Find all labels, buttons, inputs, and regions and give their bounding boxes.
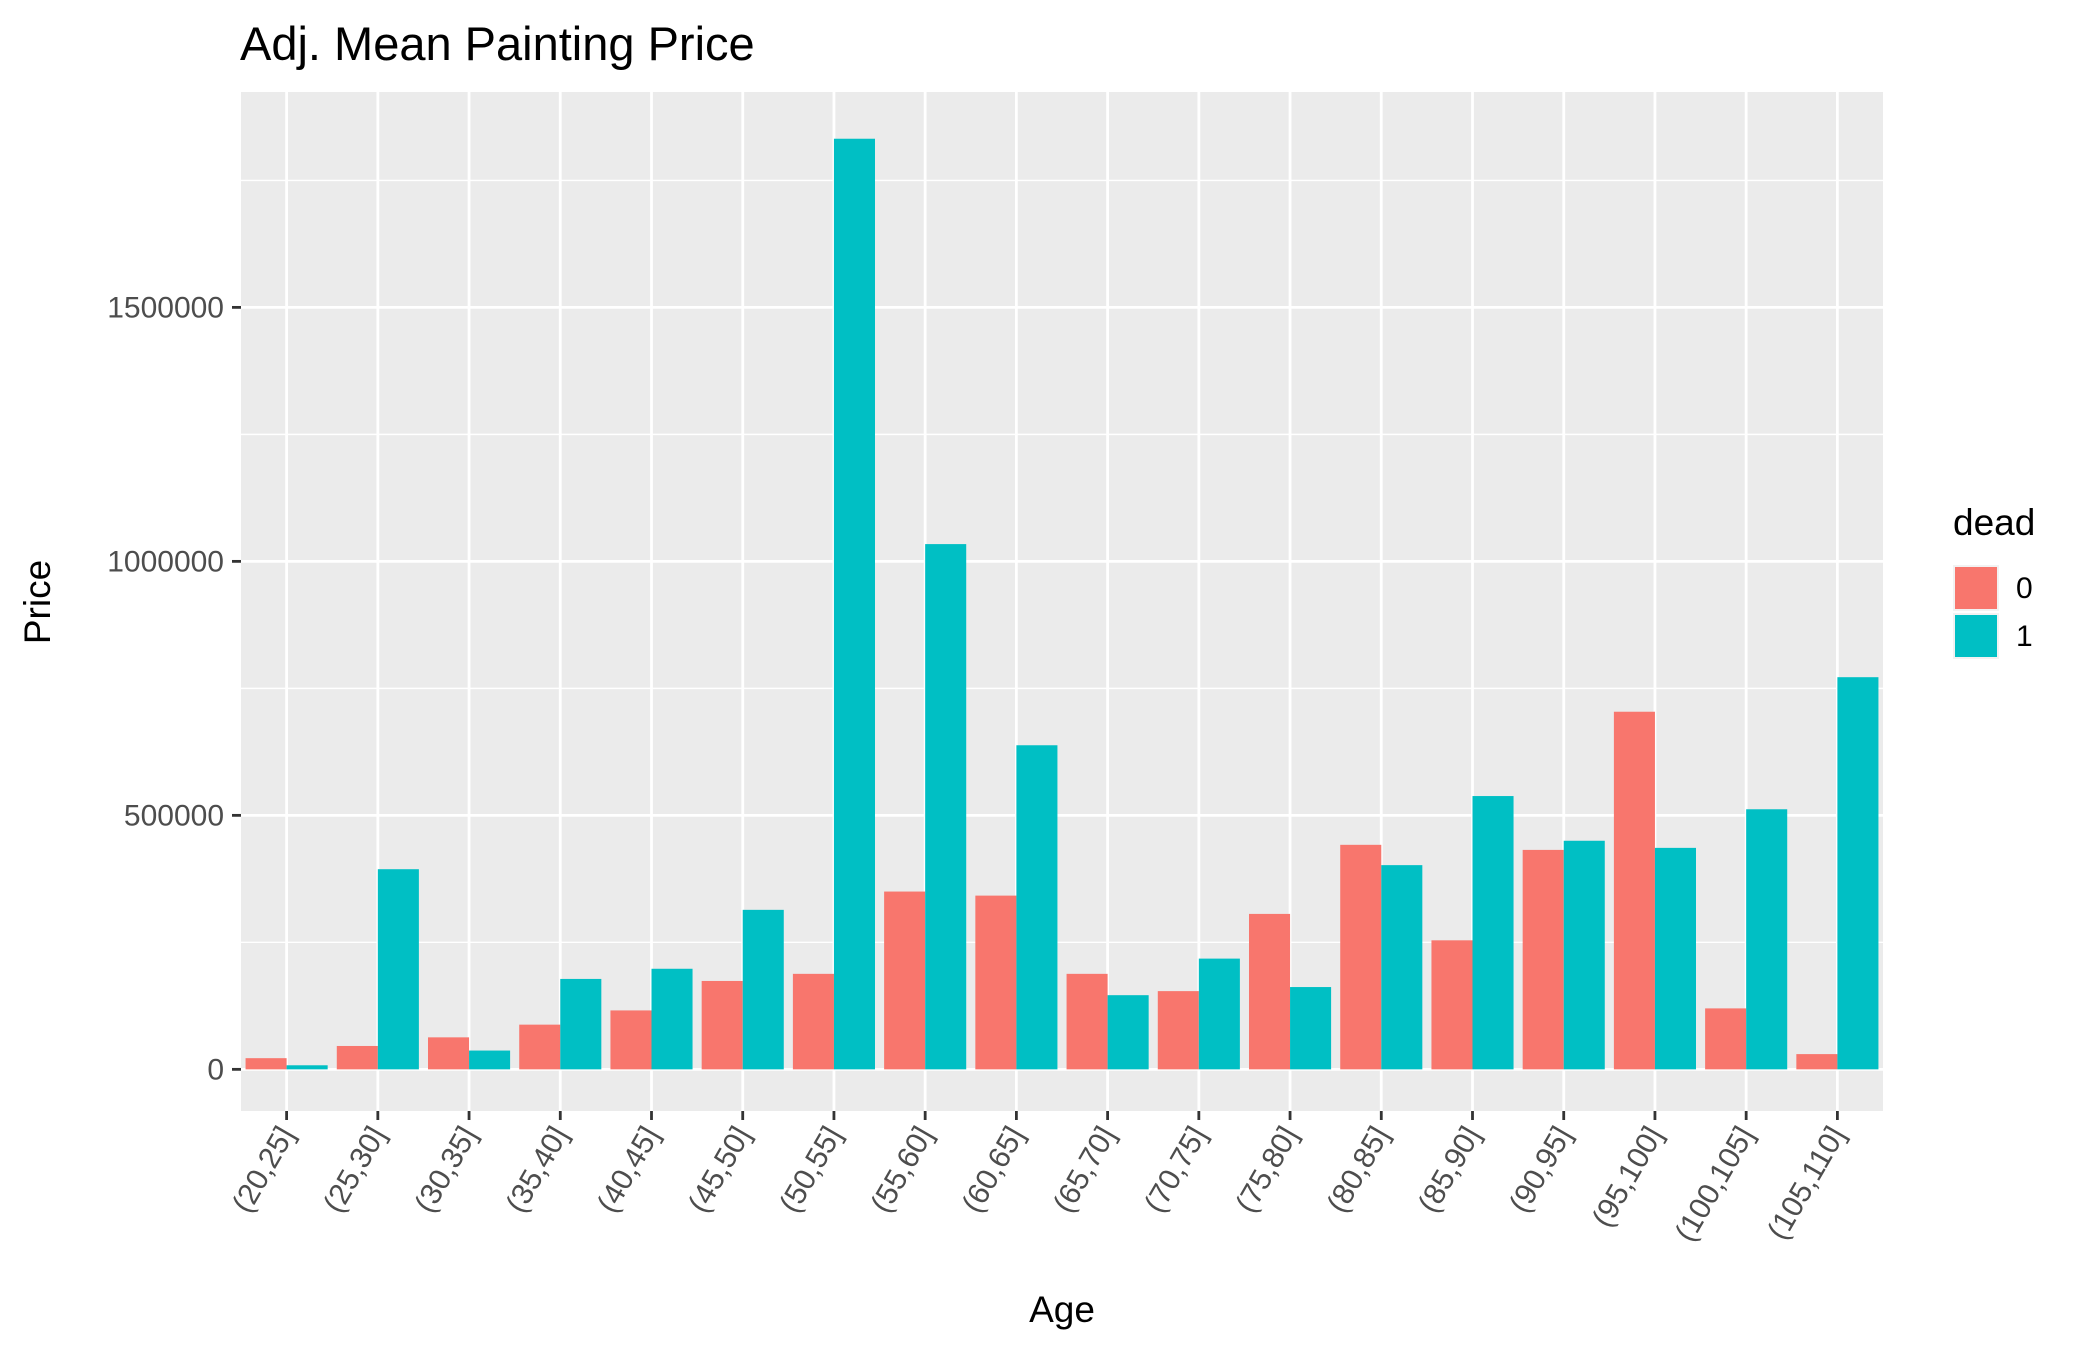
x-tick-label: (95,100] <box>1586 1121 1670 1233</box>
bar-series-1-4 <box>651 968 693 1070</box>
x-tick-label: (60,65] <box>956 1121 1031 1218</box>
legend-title: dead <box>1953 502 2035 543</box>
x-axis: (20,25] (25,30] (30,35] (35,40] (40,45] (45,5… <box>226 1111 1852 1247</box>
x-tick-label: (70,75] <box>1138 1121 1213 1218</box>
x-tick-label: (105,110] <box>1761 1121 1852 1245</box>
bar-series-1-12 <box>1381 865 1423 1070</box>
bar-series-1-2 <box>469 1050 511 1070</box>
bar-series-1-10 <box>1198 958 1240 1070</box>
x-tick-label: (25,30] <box>317 1121 392 1218</box>
bar-series-1-3 <box>560 978 602 1070</box>
x-axis-title: Age <box>1029 1289 1095 1330</box>
bar-series-1-8 <box>1016 745 1058 1070</box>
legend: dead 01 <box>1953 502 2035 659</box>
bar-series-0-3 <box>519 1024 561 1070</box>
x-tick-label: (75,80] <box>1229 1121 1304 1218</box>
bar-series-0-9 <box>1066 973 1108 1070</box>
bar-series-0-7 <box>884 891 926 1070</box>
bar-series-1-17 <box>1837 677 1879 1070</box>
bar-series-1-6 <box>833 138 875 1070</box>
x-tick-label: (65,70] <box>1047 1121 1122 1218</box>
bar-series-1-7 <box>925 544 967 1070</box>
bar-series-0-5 <box>701 980 743 1070</box>
bar-series-0-15 <box>1613 711 1655 1070</box>
x-tick-label: (35,40] <box>500 1121 575 1218</box>
x-tick-label: (50,55] <box>773 1121 848 1218</box>
bar-series-0-12 <box>1340 844 1382 1070</box>
bar-series-0-1 <box>336 1045 378 1070</box>
bar-series-0-2 <box>428 1037 470 1070</box>
bar-series-0-16 <box>1705 1008 1747 1070</box>
bar-series-0-13 <box>1431 940 1473 1070</box>
bar-series-0-6 <box>792 973 834 1070</box>
x-tick-label: (55,60] <box>865 1121 940 1218</box>
legend-key-1 <box>1955 615 1997 657</box>
x-tick-label: (100,105] <box>1669 1121 1761 1247</box>
bar-series-1-14 <box>1563 840 1605 1070</box>
bar-series-1-0 <box>286 1065 328 1070</box>
bar-series-0-17 <box>1796 1054 1838 1070</box>
y-tick-label: 1000000 <box>107 545 224 578</box>
y-axis-title: Price <box>17 560 58 644</box>
bar-series-1-15 <box>1654 847 1696 1070</box>
bar-series-0-0 <box>245 1058 287 1070</box>
chart-title: Adj. Mean Painting Price <box>240 17 755 70</box>
x-tick-label: (30,35] <box>408 1121 483 1218</box>
y-tick-label: 500000 <box>124 799 224 832</box>
x-tick-label: (45,50] <box>682 1121 757 1218</box>
x-tick-label: (40,45] <box>591 1121 666 1218</box>
plot-panel <box>241 92 1883 1111</box>
legend-key-0 <box>1955 567 1997 609</box>
bar-series-1-11 <box>1290 987 1332 1070</box>
x-tick-label: (90,95] <box>1503 1121 1578 1218</box>
y-tick-label: 0 <box>207 1053 224 1086</box>
y-tick-label: 1500000 <box>107 291 224 324</box>
minor-gridlines <box>241 179 1883 944</box>
bar-series-0-14 <box>1522 849 1564 1070</box>
bar-series-1-13 <box>1472 796 1514 1070</box>
legend-label-1: 1 <box>2016 620 2033 653</box>
y-axis: 0 500000 1000000 1500000 <box>107 291 241 1086</box>
x-tick-label: (20,25] <box>226 1121 301 1218</box>
bar-series-0-11 <box>1249 913 1291 1070</box>
x-tick-label: (80,85] <box>1321 1121 1396 1218</box>
bar-series-0-8 <box>975 895 1017 1070</box>
legend-items: 01 <box>1953 565 2033 659</box>
legend-label-0: 0 <box>2016 572 2033 605</box>
bar-series-0-10 <box>1157 991 1199 1070</box>
bar-series-1-1 <box>377 869 419 1070</box>
bars <box>245 138 1879 1070</box>
bar-series-1-9 <box>1107 995 1149 1070</box>
bar-series-1-16 <box>1746 809 1788 1070</box>
bar-series-1-5 <box>742 909 784 1070</box>
bar-series-0-4 <box>610 1010 652 1070</box>
x-tick-label: (85,90] <box>1412 1121 1487 1218</box>
